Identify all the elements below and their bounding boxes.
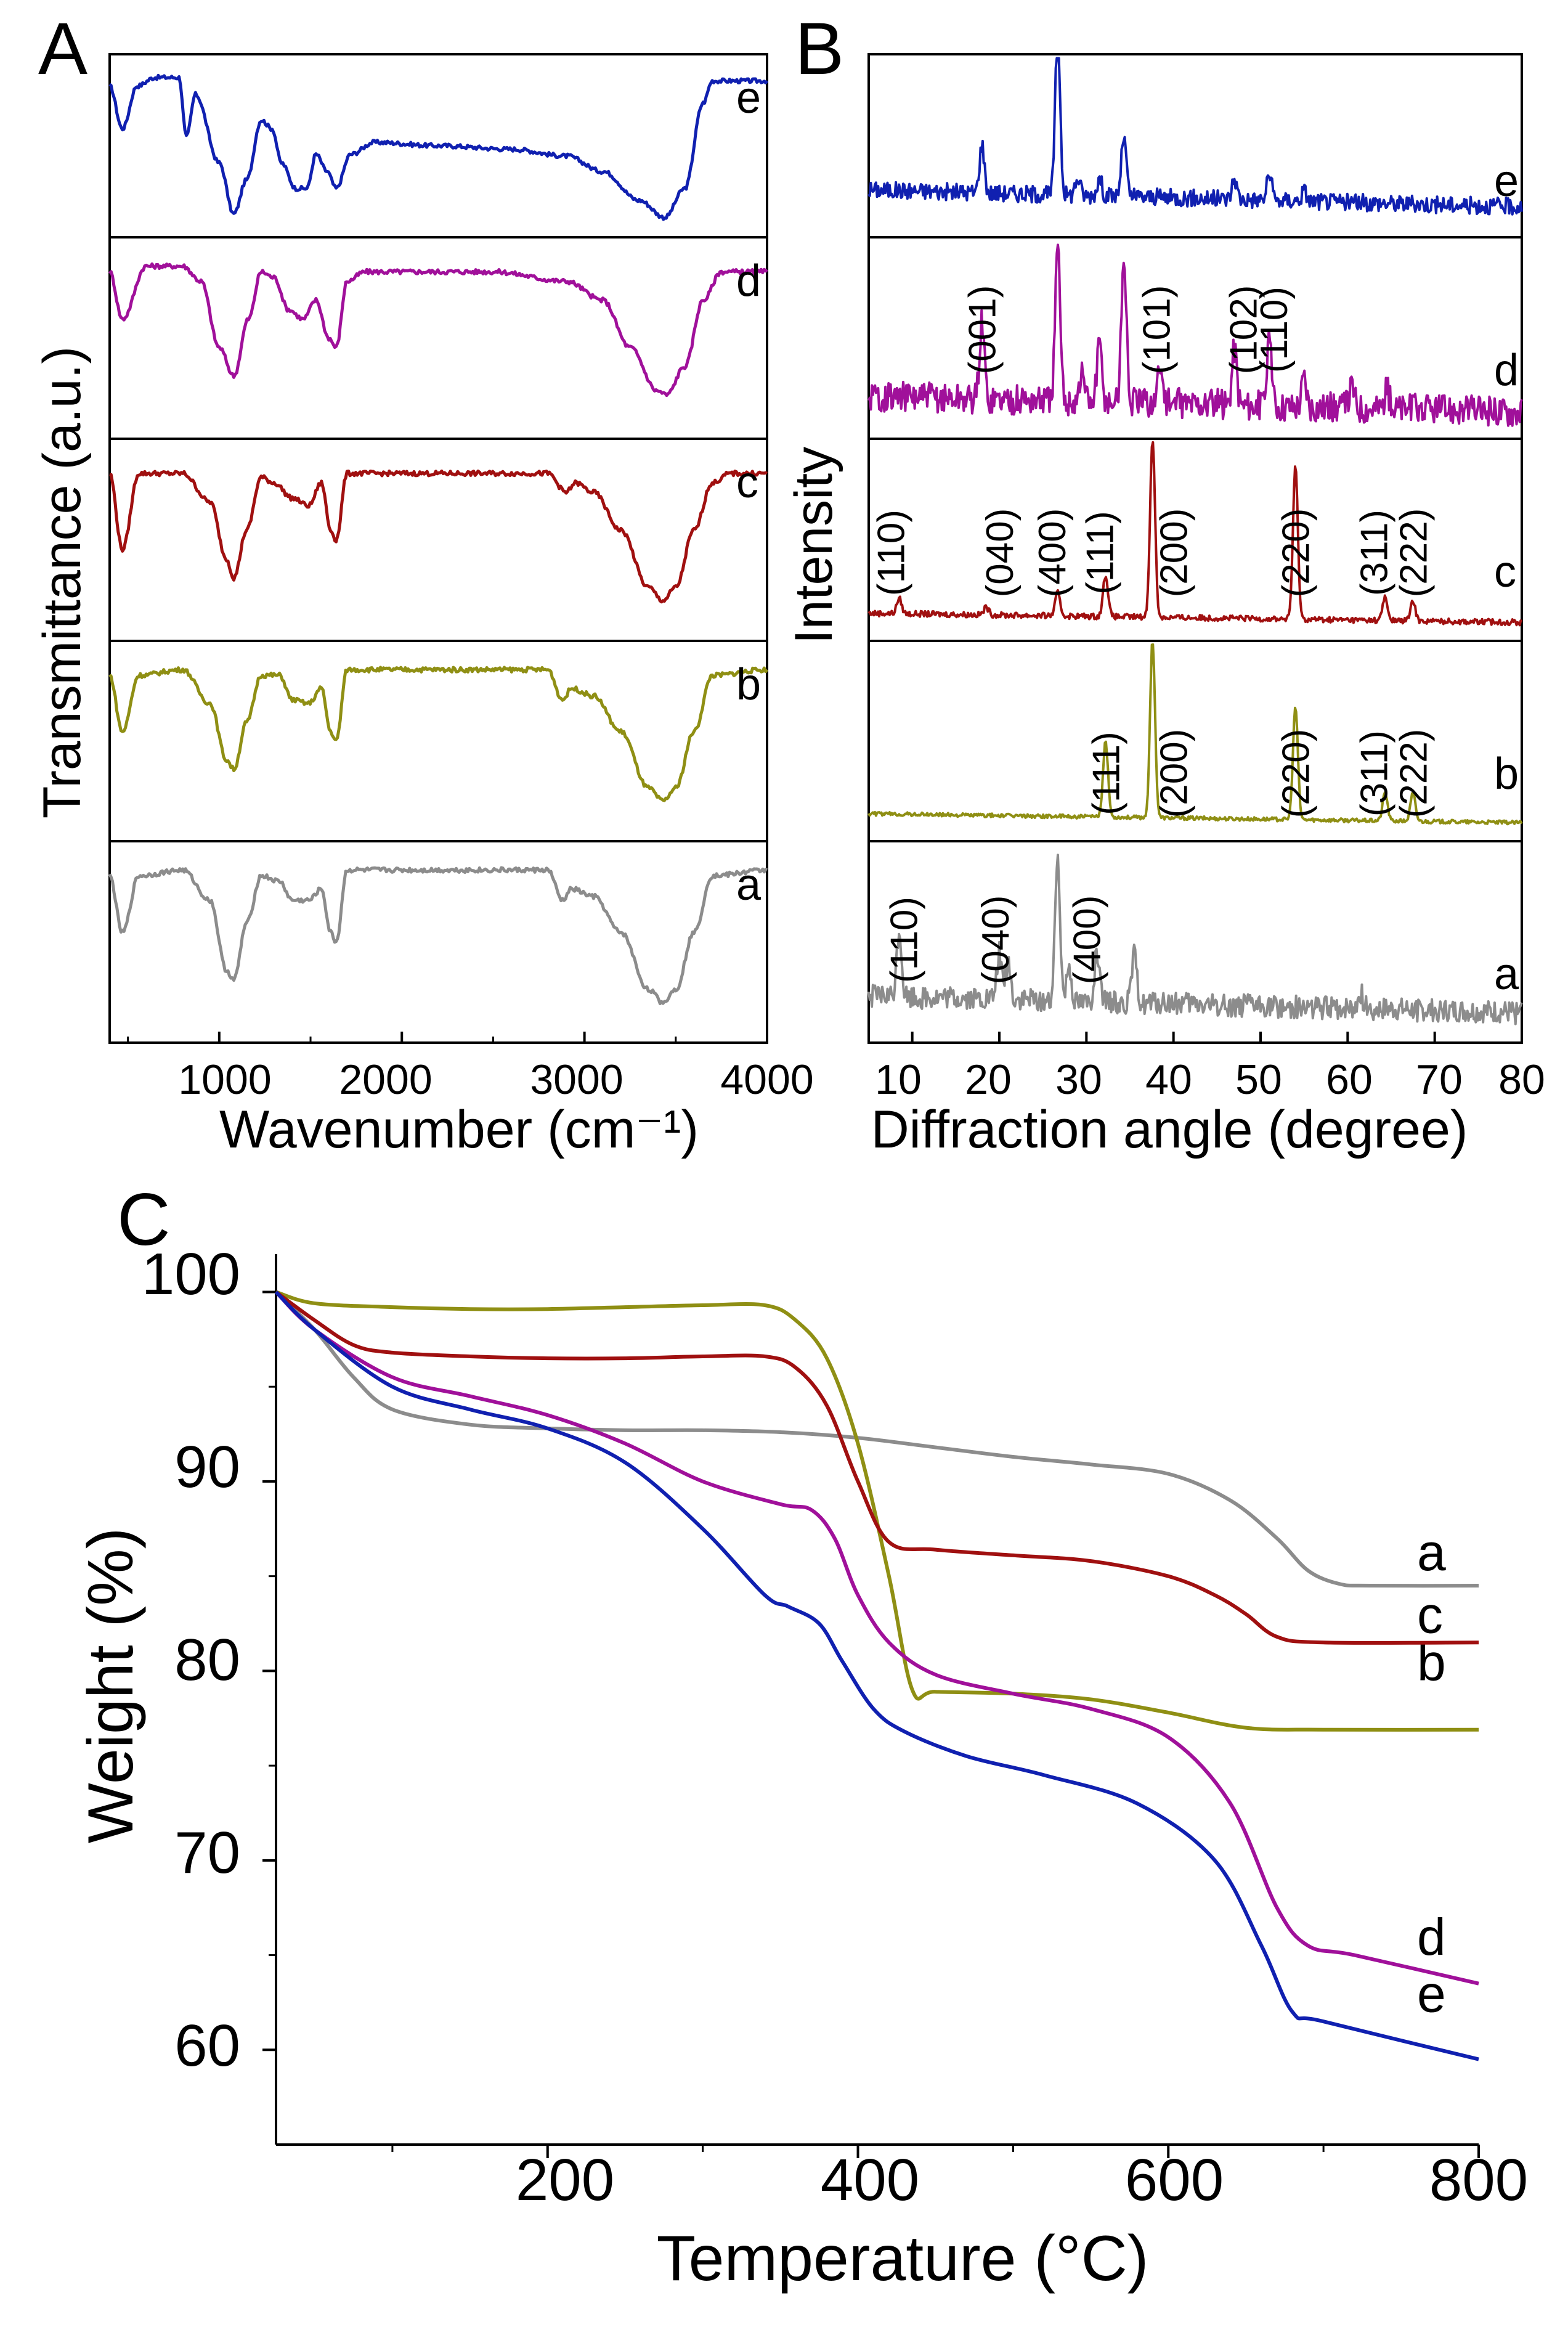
panel-a-x-axis-title: Wavenumber (cm⁻¹) xyxy=(219,1100,699,1159)
panel-c-x-tick: 600 xyxy=(1125,2147,1224,2213)
panel-c-y-tick: 60 xyxy=(174,2013,240,2079)
panel-b-frames xyxy=(867,53,1523,1044)
panel-b-curve-label-b: b xyxy=(1494,749,1519,799)
panel-a-curve-label-d: d xyxy=(736,256,761,306)
panel-a-series-b xyxy=(108,666,769,802)
panel-c-y-tick: 70 xyxy=(174,1820,240,1886)
panel-c-y-tick: 100 xyxy=(142,1241,240,1307)
panel-b-x-tick: 80 xyxy=(1498,1056,1545,1103)
panel-b-series-e xyxy=(867,57,1523,216)
panel-b-series-c xyxy=(867,441,1523,627)
panel-a-curve-label-c: c xyxy=(736,458,758,507)
panel-b-peak-label: (200) xyxy=(1153,729,1196,818)
panel-a-series-e xyxy=(108,73,769,221)
panel-a-x-tick: 3000 xyxy=(530,1056,623,1103)
panel-a-y-axis-title: Transmittance (a.u.) xyxy=(33,346,92,818)
panel-a-curve-label-b: b xyxy=(736,660,761,709)
panel-b-peak-label: (311) xyxy=(1354,730,1396,817)
panel-a-x-tick: 4000 xyxy=(720,1056,813,1103)
panel-b-curve-label-c: c xyxy=(1494,547,1516,597)
panel-a-axes-frame xyxy=(108,53,768,1044)
panel-b-peak-label: (040) xyxy=(975,895,1017,985)
panel-a-curve-label-e: e xyxy=(736,73,761,123)
panel-c-curve-label-d: d xyxy=(1417,1908,1446,1966)
panel-b-peak-label: (220) xyxy=(1275,508,1318,598)
panel-b-x-tick: 10 xyxy=(875,1056,922,1103)
panel-c-series-b xyxy=(275,1290,1479,1732)
panel-a-curve-label-a: a xyxy=(736,860,762,910)
panel-a-x-tick: 1000 xyxy=(178,1056,271,1103)
panel-c-series-c xyxy=(275,1290,1479,1645)
panel-b-curve-label-a: a xyxy=(1494,950,1519,999)
panel-b-x-tick: 70 xyxy=(1416,1056,1463,1103)
panel-a-x-tick: 2000 xyxy=(339,1056,432,1103)
panel-b-peak-label: (110) xyxy=(884,897,926,983)
panel-c-label: C xyxy=(117,1178,171,1261)
panel-c-y-tick: 80 xyxy=(174,1627,240,1693)
panel-b-peak-label: (040) xyxy=(979,508,1022,598)
panel-b-series-b xyxy=(867,643,1523,826)
panel-a-series-c xyxy=(109,469,768,604)
panel-b-peak-label: (101) xyxy=(1135,285,1178,375)
panel-c-curve-label-a: a xyxy=(1417,1523,1446,1581)
panel-c-series-a xyxy=(274,1290,1479,1588)
panel-b-series: ed(001) (101) (102)(110)c(110) (040) (400) (1… xyxy=(867,57,1523,1025)
panel-b-x-tick: 60 xyxy=(1326,1056,1373,1103)
panel-c-y-axis-title: Weight (%) xyxy=(75,1528,147,1843)
panel-b-curve-label-d: d xyxy=(1494,346,1519,395)
panel-a-frames xyxy=(108,53,768,1044)
panel-c-series-d xyxy=(274,1290,1479,1986)
panel-c-curve-label-c: c xyxy=(1417,1586,1443,1644)
panel-b-peak-label: (400) xyxy=(1066,895,1108,985)
panel-a-series-a xyxy=(108,866,768,1005)
panel-b-peak-label: (110) xyxy=(870,510,912,596)
panel-b-label: B xyxy=(795,7,844,90)
panel-c-x-tick: 200 xyxy=(516,2147,614,2213)
panel-b-peak-label: (110) xyxy=(1253,287,1296,373)
panel-b-peak-label: (001) xyxy=(962,285,1004,375)
panel-b-peak-label: (200) xyxy=(1153,508,1196,598)
panel-b-peak-label: (222) xyxy=(1392,729,1435,818)
panel-b-peak-label: (311) xyxy=(1354,510,1396,596)
panel-b-curve-label-e: e xyxy=(1494,157,1519,206)
panel-a-series-d xyxy=(108,262,768,397)
panel-b-x-tick: 40 xyxy=(1145,1056,1192,1103)
panel-b-y-axis-title: Intensity xyxy=(784,447,843,644)
panel-b-peak-label: (220) xyxy=(1275,729,1318,818)
panel-b-x-ticks: 10 20 30 40 50 60 70 80 xyxy=(875,1056,1545,1103)
panel-c-series-e xyxy=(274,1290,1479,2061)
panel-c-x-tick: 800 xyxy=(1429,2147,1528,2213)
panel-c-frame xyxy=(262,1254,1480,2158)
panel-a-label: A xyxy=(38,7,87,90)
panel-b-x-axis-title: Diffraction angle (degree) xyxy=(871,1100,1468,1159)
panel-a-series: e d c b a xyxy=(108,73,769,1005)
panel-b-x-tick: 20 xyxy=(965,1056,1012,1103)
panel-a-x-ticks: 1000 2000 3000 4000 xyxy=(178,1056,813,1103)
panel-b: B ed(001) (101) (102)(110)c(110) (040) (400)… xyxy=(784,7,1545,1159)
panel-a: A e d c b a 1000 2000 3000 4000 Wavenumber (… xyxy=(33,7,814,1159)
panel-b-series-a xyxy=(867,854,1523,1025)
panel-b-peak-label: (102) xyxy=(1223,285,1265,375)
panel-c-curve-label-e: e xyxy=(1417,1965,1446,2023)
panel-c-x-tick: 400 xyxy=(821,2147,919,2213)
panel-b-peak-label: (222) xyxy=(1392,508,1435,598)
panel-c-x-axis-title: Temperature (°C) xyxy=(657,2223,1149,2294)
panel-c-y-tick: 90 xyxy=(174,1434,240,1500)
panel-b-x-tick: 30 xyxy=(1055,1056,1102,1103)
panel-c-y-ticks: 60 70 80 90 100 xyxy=(142,1241,240,2079)
panel-b-axes-frame xyxy=(867,53,1523,1044)
panel-c-x-ticks: 200 400 600 800 xyxy=(516,2147,1528,2213)
panel-b-peak-label: (111) xyxy=(1079,511,1122,595)
panel-b-peak-label: (400) xyxy=(1031,508,1074,598)
panel-b-series-d xyxy=(867,243,1523,427)
panel-b-peak-label: (111) xyxy=(1085,732,1127,815)
panel-b-x-tick: 50 xyxy=(1235,1056,1282,1103)
